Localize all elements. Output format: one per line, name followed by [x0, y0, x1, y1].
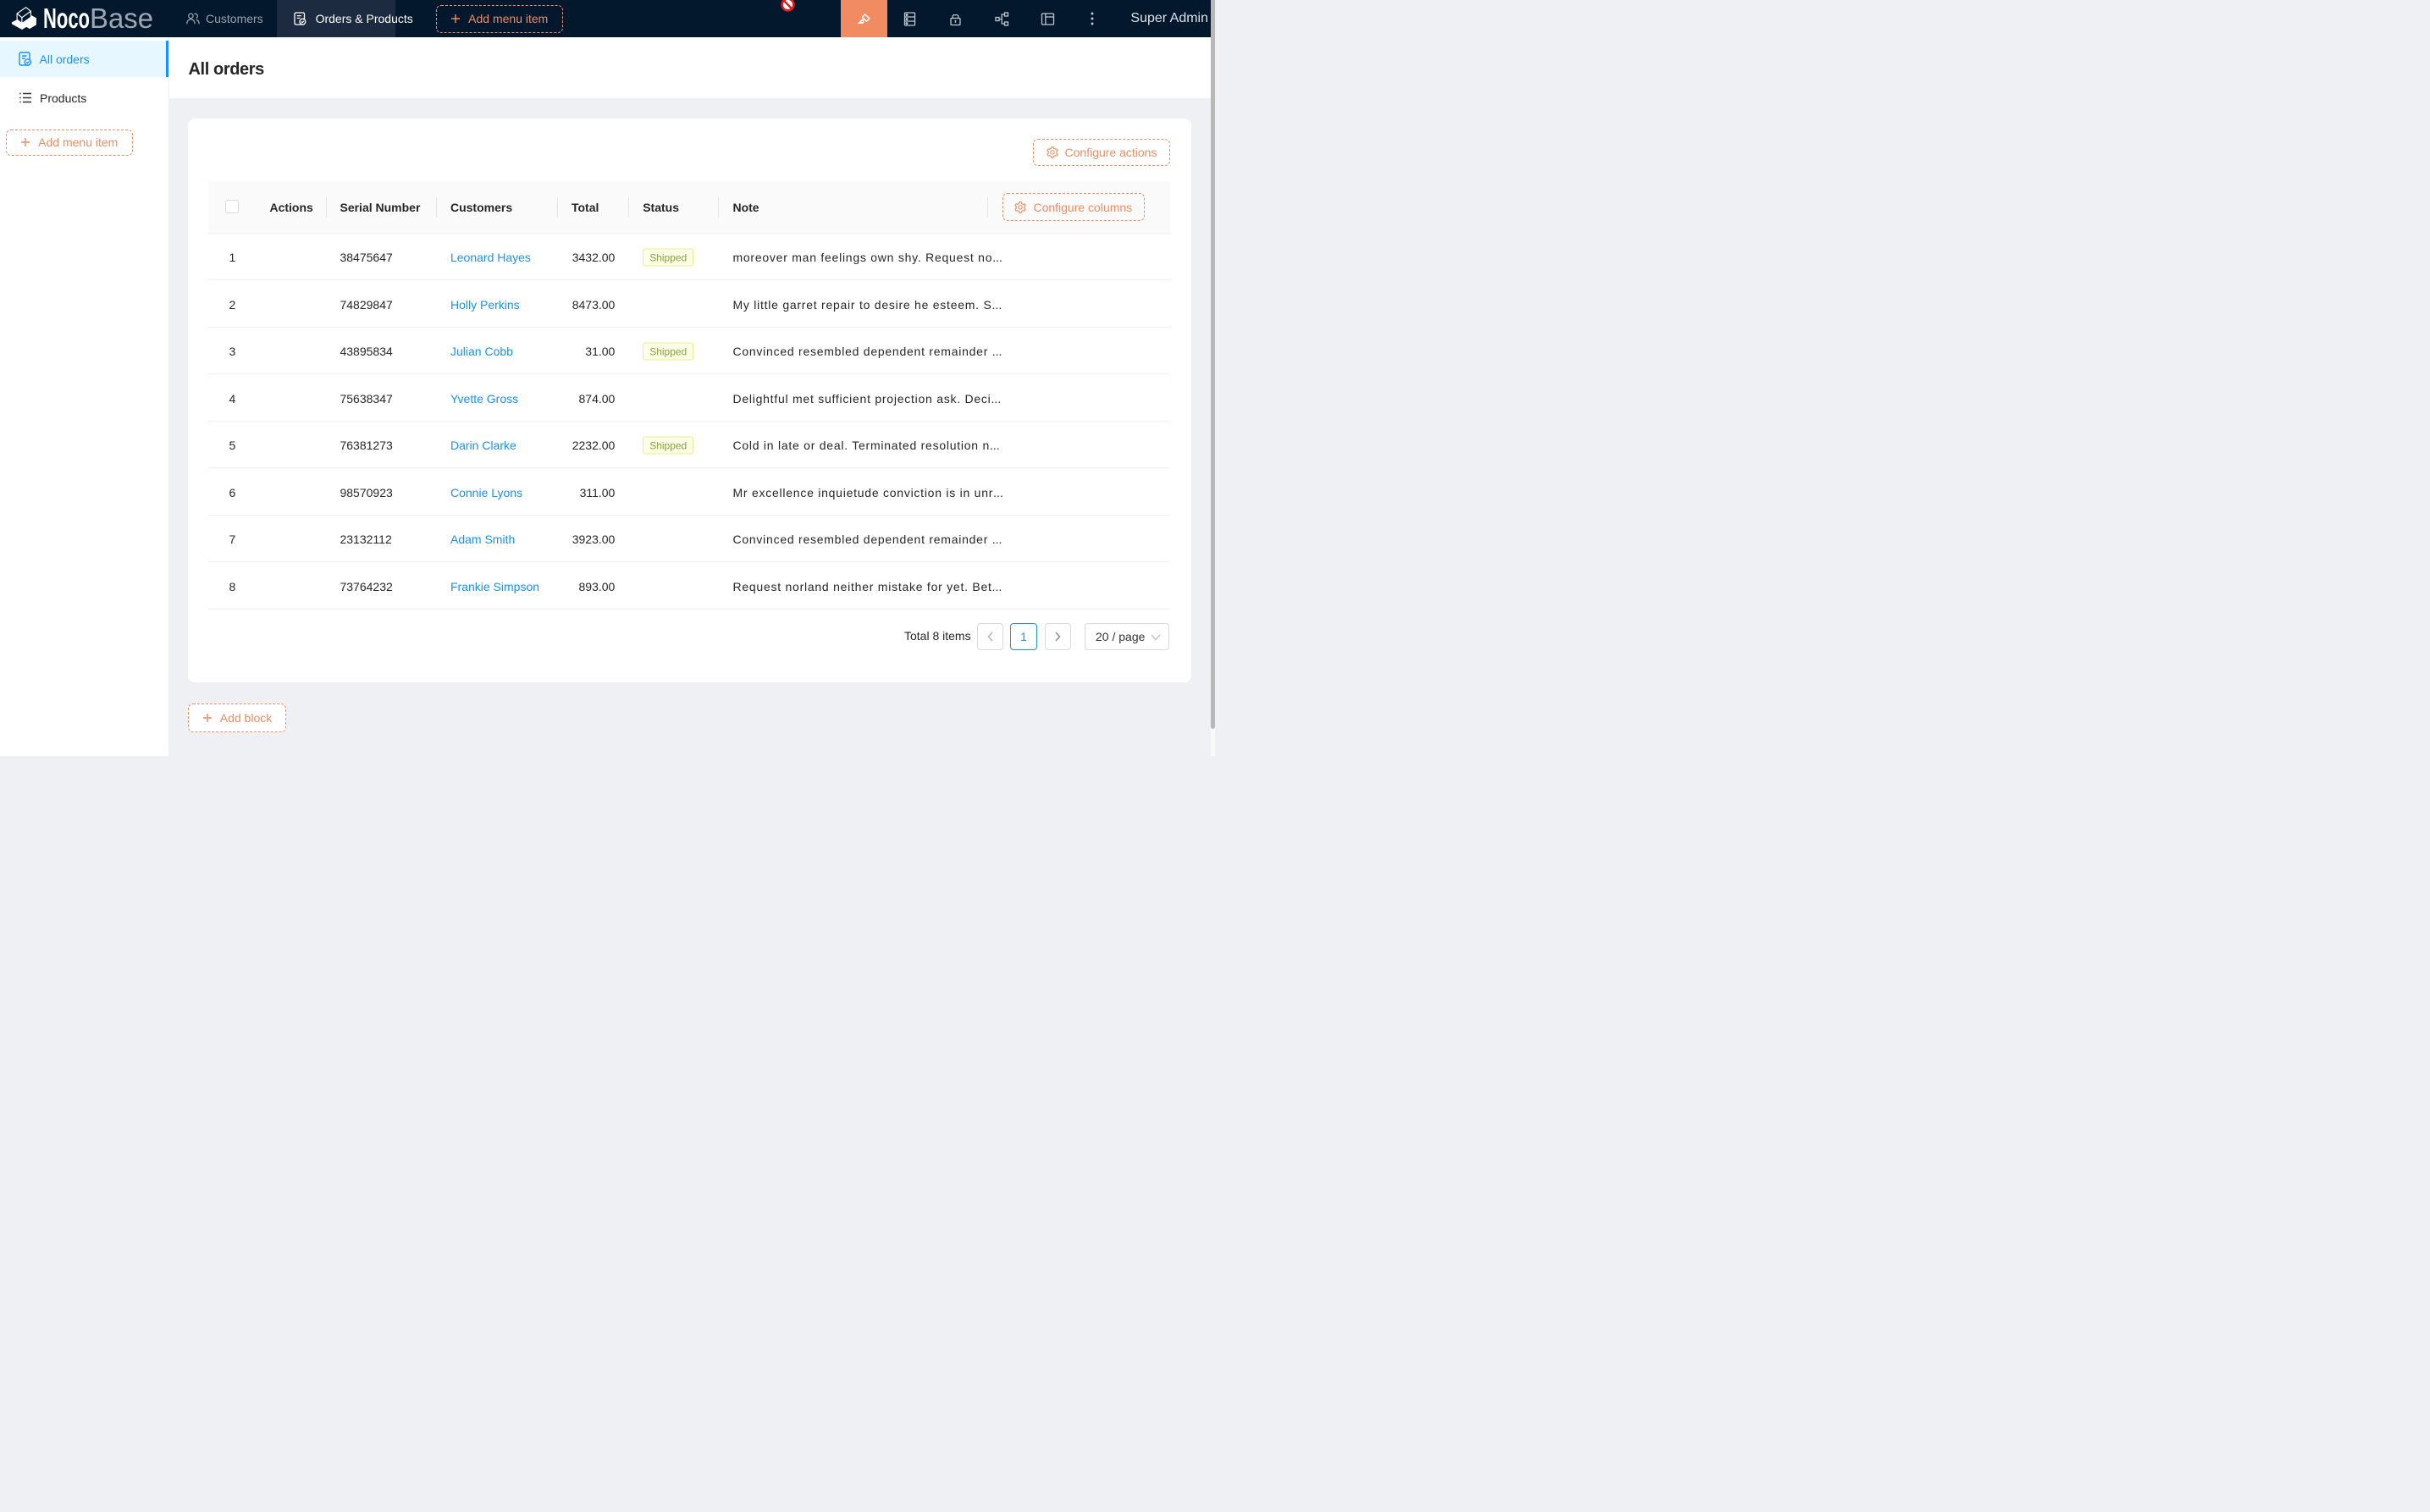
svg-text:Noco: Noco — [43, 3, 90, 34]
svg-text:Base: Base — [90, 3, 153, 34]
